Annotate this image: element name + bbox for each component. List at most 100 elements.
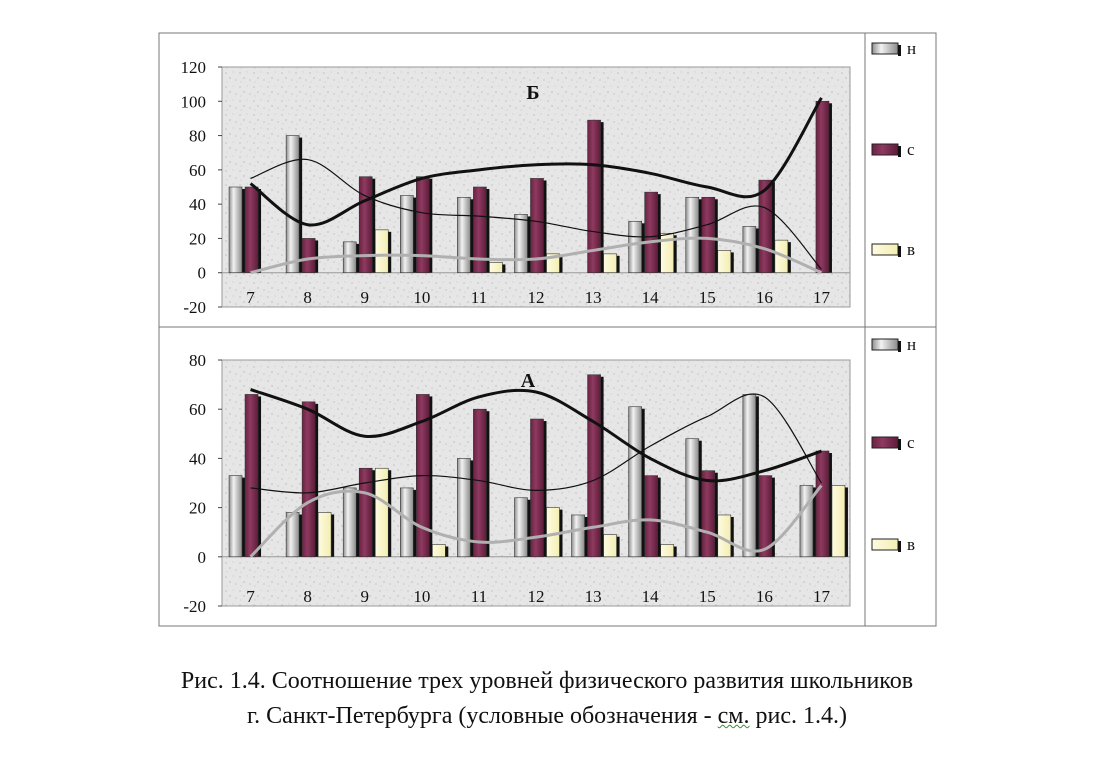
x-tick-label: 12 <box>528 587 545 606</box>
bar-shadow <box>542 421 547 557</box>
figure-caption-line-2: г. Санкт-Петербурга (условные обозначени… <box>0 703 1094 730</box>
x-tick-label: 15 <box>699 288 716 307</box>
bar-s <box>587 119 601 274</box>
bar-shadow <box>729 252 734 273</box>
x-tick-label: 16 <box>756 587 773 606</box>
bar-v <box>432 544 446 558</box>
bar-s <box>473 186 487 274</box>
x-tick-label: 7 <box>246 288 255 307</box>
bar-s <box>815 450 830 558</box>
bar-shadow <box>729 516 734 557</box>
bar-n <box>285 135 300 274</box>
bar-shadow <box>656 477 661 557</box>
bar-n <box>628 220 642 274</box>
bar-shadow <box>754 228 759 273</box>
bar-shadow <box>355 243 360 273</box>
legend-label: с <box>907 140 915 159</box>
x-tick-label: 13 <box>585 288 602 307</box>
legend-swatch-shadow <box>898 45 901 56</box>
chart-panel-a: -20 0 20 40 60 80 7 8 9 10 11 12 13 14 15 16 17 Ан с в <box>158 326 937 627</box>
bar-shadow <box>355 489 360 557</box>
bar-shadow <box>428 396 433 557</box>
y-tick-label: 20 <box>189 229 206 248</box>
bar-v <box>603 534 617 558</box>
bar-n <box>685 438 700 558</box>
x-tick-label: 17 <box>813 587 831 606</box>
bar-shadow <box>257 189 262 273</box>
bar-shadow <box>599 122 604 273</box>
bar-shadow <box>615 255 620 273</box>
y-tick-label: 60 <box>189 400 206 419</box>
bar-s <box>244 186 259 274</box>
trend-line-s <box>250 388 822 483</box>
bar-v <box>660 544 674 558</box>
chart-title: Б <box>526 82 539 104</box>
bar-n <box>342 487 357 558</box>
x-tick-label: 14 <box>642 288 660 307</box>
bar-n <box>628 406 642 558</box>
bar-shadow <box>640 223 645 273</box>
y-tick-label: 80 <box>189 127 206 146</box>
bar-s <box>815 100 830 274</box>
bar-shadow <box>298 514 303 557</box>
bar-v <box>717 250 732 274</box>
y-tick-label: -20 <box>183 298 206 317</box>
trend-line-n <box>250 393 822 494</box>
y-tick-label: 40 <box>189 449 206 468</box>
bar-s <box>530 178 544 274</box>
bar-shadow <box>314 403 319 557</box>
bar-shadow <box>770 182 775 273</box>
bar-s <box>530 418 544 558</box>
x-tick-label: 17 <box>813 288 831 307</box>
y-tick-label: 60 <box>189 161 206 180</box>
y-tick-label: -20 <box>183 597 206 616</box>
bar-shadow <box>371 470 376 557</box>
bar-shadow <box>526 216 531 273</box>
legend-swatch-shadow <box>898 341 901 352</box>
y-tick-label: 120 <box>181 58 207 77</box>
bar-shadow <box>827 103 832 273</box>
bar-shadow <box>672 235 677 273</box>
bar-shadow <box>412 197 417 273</box>
bar-shadow <box>241 477 246 557</box>
bar-n <box>799 485 814 558</box>
bar-s <box>587 374 601 558</box>
bar-s <box>416 176 430 274</box>
legend-label: в <box>907 535 915 554</box>
bar-shadow <box>257 396 262 557</box>
trend-line-v <box>249 484 823 558</box>
chart-frame <box>158 326 937 627</box>
bar-shadow <box>371 178 376 273</box>
legend-swatch-shadow <box>898 146 901 157</box>
x-tick-label: 11 <box>471 288 487 307</box>
bar-shadow <box>485 189 490 273</box>
bar-n <box>457 196 471 274</box>
bar-shadow <box>298 137 303 273</box>
bar-shadow <box>640 408 645 557</box>
x-tick-label: 13 <box>585 587 602 606</box>
bar-shadow <box>469 460 474 557</box>
bar-shadow <box>656 194 661 273</box>
legend-label: н <box>907 335 916 354</box>
bar-s <box>358 467 373 558</box>
x-tick-label: 14 <box>642 587 660 606</box>
legend-swatch-shadow <box>898 439 901 450</box>
bar-shadow <box>444 546 449 557</box>
bar-n <box>514 214 528 274</box>
bar-v <box>374 229 389 274</box>
bar-n <box>514 497 528 558</box>
bar-shadow <box>241 189 246 273</box>
legend-swatch-v <box>871 538 899 551</box>
bar-n <box>457 458 471 558</box>
legend-swatch-n <box>871 338 899 351</box>
bar-shadow <box>713 472 718 557</box>
legend-label: с <box>907 433 915 452</box>
x-tick-label: 10 <box>413 587 430 606</box>
legend-swatch-v <box>871 243 899 256</box>
bar-n <box>228 186 243 274</box>
legend-label: н <box>907 39 916 58</box>
y-tick-label: 20 <box>189 499 206 518</box>
y-tick-label: 40 <box>189 195 206 214</box>
bar-shadow <box>387 470 392 557</box>
